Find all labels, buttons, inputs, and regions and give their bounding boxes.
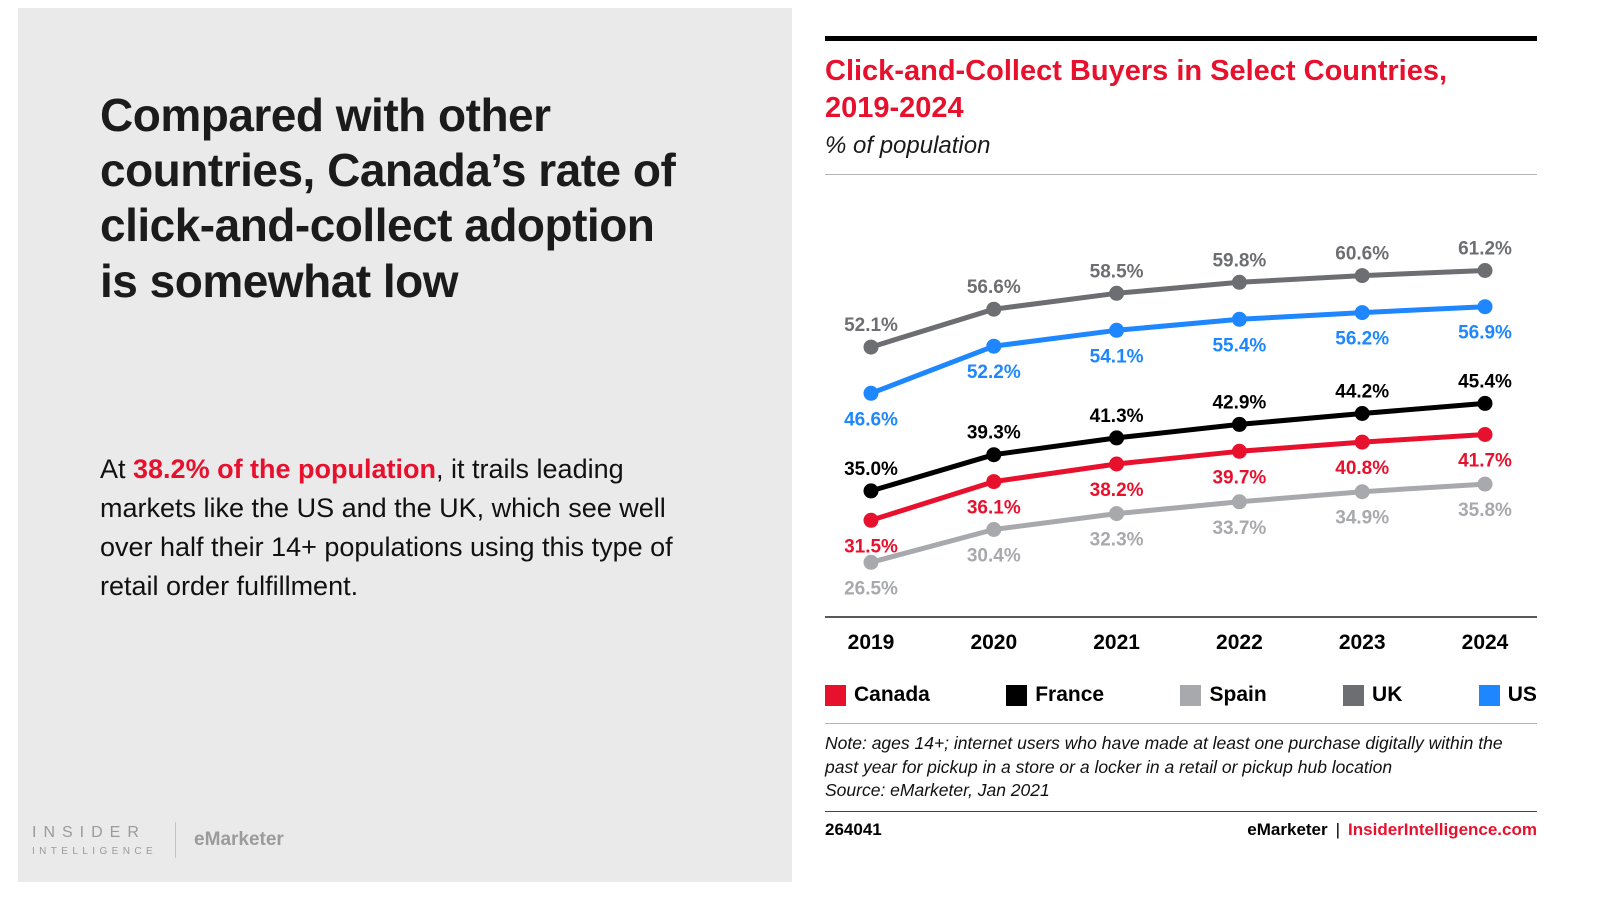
footer-site-link[interactable]: InsiderIntelligence.com: [1348, 819, 1537, 839]
svg-text:45.4%: 45.4%: [1458, 371, 1512, 392]
svg-text:56.9%: 56.9%: [1458, 323, 1512, 344]
svg-text:54.1%: 54.1%: [1090, 346, 1144, 367]
svg-text:38.2%: 38.2%: [1090, 480, 1144, 501]
note-divider: [825, 723, 1537, 725]
svg-text:35.0%: 35.0%: [844, 459, 898, 480]
svg-text:39.7%: 39.7%: [1212, 467, 1266, 488]
legend-swatch-france: [1006, 684, 1028, 706]
legend-label-canada: Canada: [854, 683, 930, 707]
svg-text:42.9%: 42.9%: [1212, 392, 1266, 413]
legend-item-uk: UK: [1343, 683, 1402, 707]
svg-text:56.2%: 56.2%: [1335, 329, 1389, 350]
logo-divider: [175, 822, 177, 858]
svg-text:59.8%: 59.8%: [1212, 250, 1266, 271]
svg-text:61.2%: 61.2%: [1458, 239, 1512, 260]
footer-emarketer: eMarketer: [1247, 819, 1328, 839]
insider-logo-line1: INSIDER: [32, 823, 146, 841]
logo-row: INSIDER INTELLIGENCE eMarketer: [32, 822, 284, 858]
svg-text:40.8%: 40.8%: [1335, 458, 1389, 479]
svg-text:32.3%: 32.3%: [1090, 530, 1144, 551]
svg-text:52.1%: 52.1%: [844, 315, 898, 336]
svg-text:39.3%: 39.3%: [967, 423, 1021, 444]
legend-label-france: France: [1035, 683, 1105, 707]
chart-panel: Click-and-Collect Buyers in Select Count…: [825, 0, 1537, 840]
svg-text:41.7%: 41.7%: [1458, 451, 1512, 472]
legend-label-us: US: [1507, 683, 1537, 707]
legend-label-spain: Spain: [1209, 683, 1267, 707]
svg-text:36.1%: 36.1%: [967, 498, 1021, 519]
svg-text:34.9%: 34.9%: [1335, 508, 1389, 529]
svg-text:55.4%: 55.4%: [1212, 335, 1266, 356]
left-panel: Compared with other countries, Canada’s …: [18, 8, 792, 882]
footer-separator: |: [1335, 819, 1341, 839]
legend-swatch-uk: [1343, 684, 1365, 706]
chart-title-line1: Click-and-Collect Buyers in Select Count…: [825, 55, 1448, 87]
legend-swatch-canada: [825, 684, 846, 706]
legend-label-uk: UK: [1372, 683, 1403, 707]
svg-text:52.2%: 52.2%: [967, 362, 1021, 383]
svg-text:26.5%: 26.5%: [844, 578, 898, 599]
legend-item-canada: Canada: [825, 683, 930, 707]
title-divider: [825, 174, 1537, 176]
chart-id: 264041: [825, 819, 882, 839]
chart-note: Note: ages 14+; internet users who have …: [825, 733, 1503, 777]
svg-text:31.5%: 31.5%: [844, 536, 898, 557]
svg-text:33.7%: 33.7%: [1212, 518, 1266, 539]
svg-text:2023: 2023: [1339, 631, 1386, 654]
top-rule: [825, 36, 1537, 41]
chart-footer: 264041 eMarketer | InsiderIntelligence.com: [825, 820, 1537, 840]
chart-source: Source: eMarketer, Jan 2021: [825, 780, 1050, 801]
legend-item-us: US: [1478, 683, 1537, 707]
footer-brands: eMarketer | InsiderIntelligence.com: [1247, 820, 1537, 840]
svg-text:41.3%: 41.3%: [1090, 406, 1144, 427]
chart-legend: Canada France Spain UK US: [825, 683, 1537, 707]
svg-text:35.8%: 35.8%: [1458, 500, 1512, 521]
svg-text:2020: 2020: [970, 631, 1017, 654]
svg-text:44.2%: 44.2%: [1335, 382, 1389, 403]
footer-divider: [825, 810, 1537, 812]
line-chart: 2019 2020 2021 2022 2023 2024 31.5% 36.1% 38.2% 3…: [825, 239, 1537, 654]
legend-item-spain: Spain: [1180, 683, 1267, 707]
emarketer-logo: eMarketer: [194, 829, 284, 850]
svg-text:56.6%: 56.6%: [967, 277, 1021, 298]
insider-logo-line2: INTELLIGENCE: [32, 845, 158, 857]
legend-swatch-us: [1478, 684, 1500, 706]
chart-title: Click-and-Collect Buyers in Select Count…: [825, 53, 1537, 126]
svg-text:60.6%: 60.6%: [1335, 244, 1389, 265]
chart-title-line2: 2019-2024: [825, 91, 964, 124]
legend-swatch-spain: [1180, 684, 1202, 706]
body-text: At 38.2% of the population, it trails le…: [100, 450, 700, 607]
svg-text:2022: 2022: [1216, 631, 1263, 654]
legend-item-france: France: [1006, 683, 1104, 707]
headline: Compared with other countries, Canada’s …: [100, 89, 676, 307]
svg-text:58.5%: 58.5%: [1090, 261, 1144, 282]
insider-intelligence-logo: INSIDER INTELLIGENCE: [32, 824, 157, 857]
chart-subtitle: % of population: [825, 132, 991, 160]
body-suffix: , it trails leading markets like the US …: [100, 454, 673, 602]
svg-text:2021: 2021: [1093, 631, 1140, 654]
svg-text:30.4%: 30.4%: [967, 546, 1021, 567]
body-highlight: 38.2% of the population: [133, 454, 437, 484]
svg-text:46.6%: 46.6%: [844, 409, 898, 430]
body-prefix: At: [100, 454, 134, 484]
svg-text:2019: 2019: [848, 631, 895, 654]
svg-text:2024: 2024: [1462, 631, 1509, 654]
